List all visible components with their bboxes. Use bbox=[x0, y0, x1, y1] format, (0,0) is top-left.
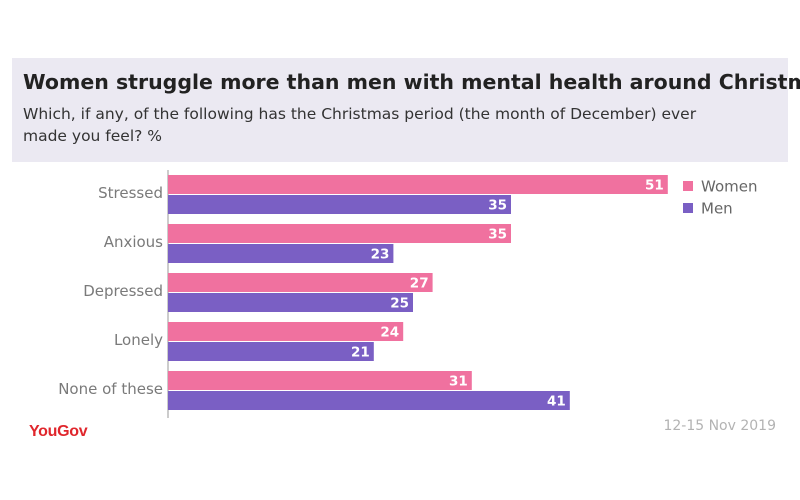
yougov-logo: YouGov bbox=[29, 423, 88, 440]
data-label: 23 bbox=[371, 247, 390, 263]
data-label: 21 bbox=[351, 345, 370, 361]
data-label: 51 bbox=[645, 178, 664, 194]
bar-women bbox=[168, 371, 472, 390]
chart-title: Women struggle more than men with mental… bbox=[23, 70, 800, 94]
bar-men bbox=[168, 293, 413, 312]
data-label: 35 bbox=[488, 227, 507, 243]
bar-men bbox=[168, 195, 511, 214]
category-label: None of these bbox=[58, 380, 163, 398]
chart-header: Women struggle more than men with mental… bbox=[12, 58, 800, 162]
chart-subtitle: Which, if any, of the following has the … bbox=[23, 105, 697, 145]
bar-men bbox=[168, 342, 374, 361]
data-label: 31 bbox=[449, 374, 468, 390]
category-label: Stressed bbox=[98, 184, 163, 202]
bar-women bbox=[168, 224, 511, 243]
legend-label-women: Women bbox=[701, 178, 757, 196]
data-label: 41 bbox=[547, 394, 566, 410]
bar-women bbox=[168, 175, 668, 194]
bar-men bbox=[168, 244, 394, 263]
category-label: Lonely bbox=[114, 331, 163, 349]
bar-women bbox=[168, 322, 404, 341]
bar-women bbox=[168, 273, 433, 292]
data-label: 35 bbox=[488, 198, 507, 214]
category-label: Anxious bbox=[104, 233, 163, 251]
bar-men bbox=[168, 391, 570, 410]
survey-date: 12-15 Nov 2019 bbox=[663, 418, 776, 434]
data-label: 25 bbox=[390, 296, 409, 312]
category-label: Depressed bbox=[83, 282, 163, 300]
data-label: 27 bbox=[410, 276, 429, 292]
data-label: 24 bbox=[380, 325, 399, 341]
legend-swatch-women bbox=[683, 181, 693, 191]
legend-label-men: Men bbox=[701, 200, 733, 218]
legend-swatch-men bbox=[683, 203, 693, 213]
